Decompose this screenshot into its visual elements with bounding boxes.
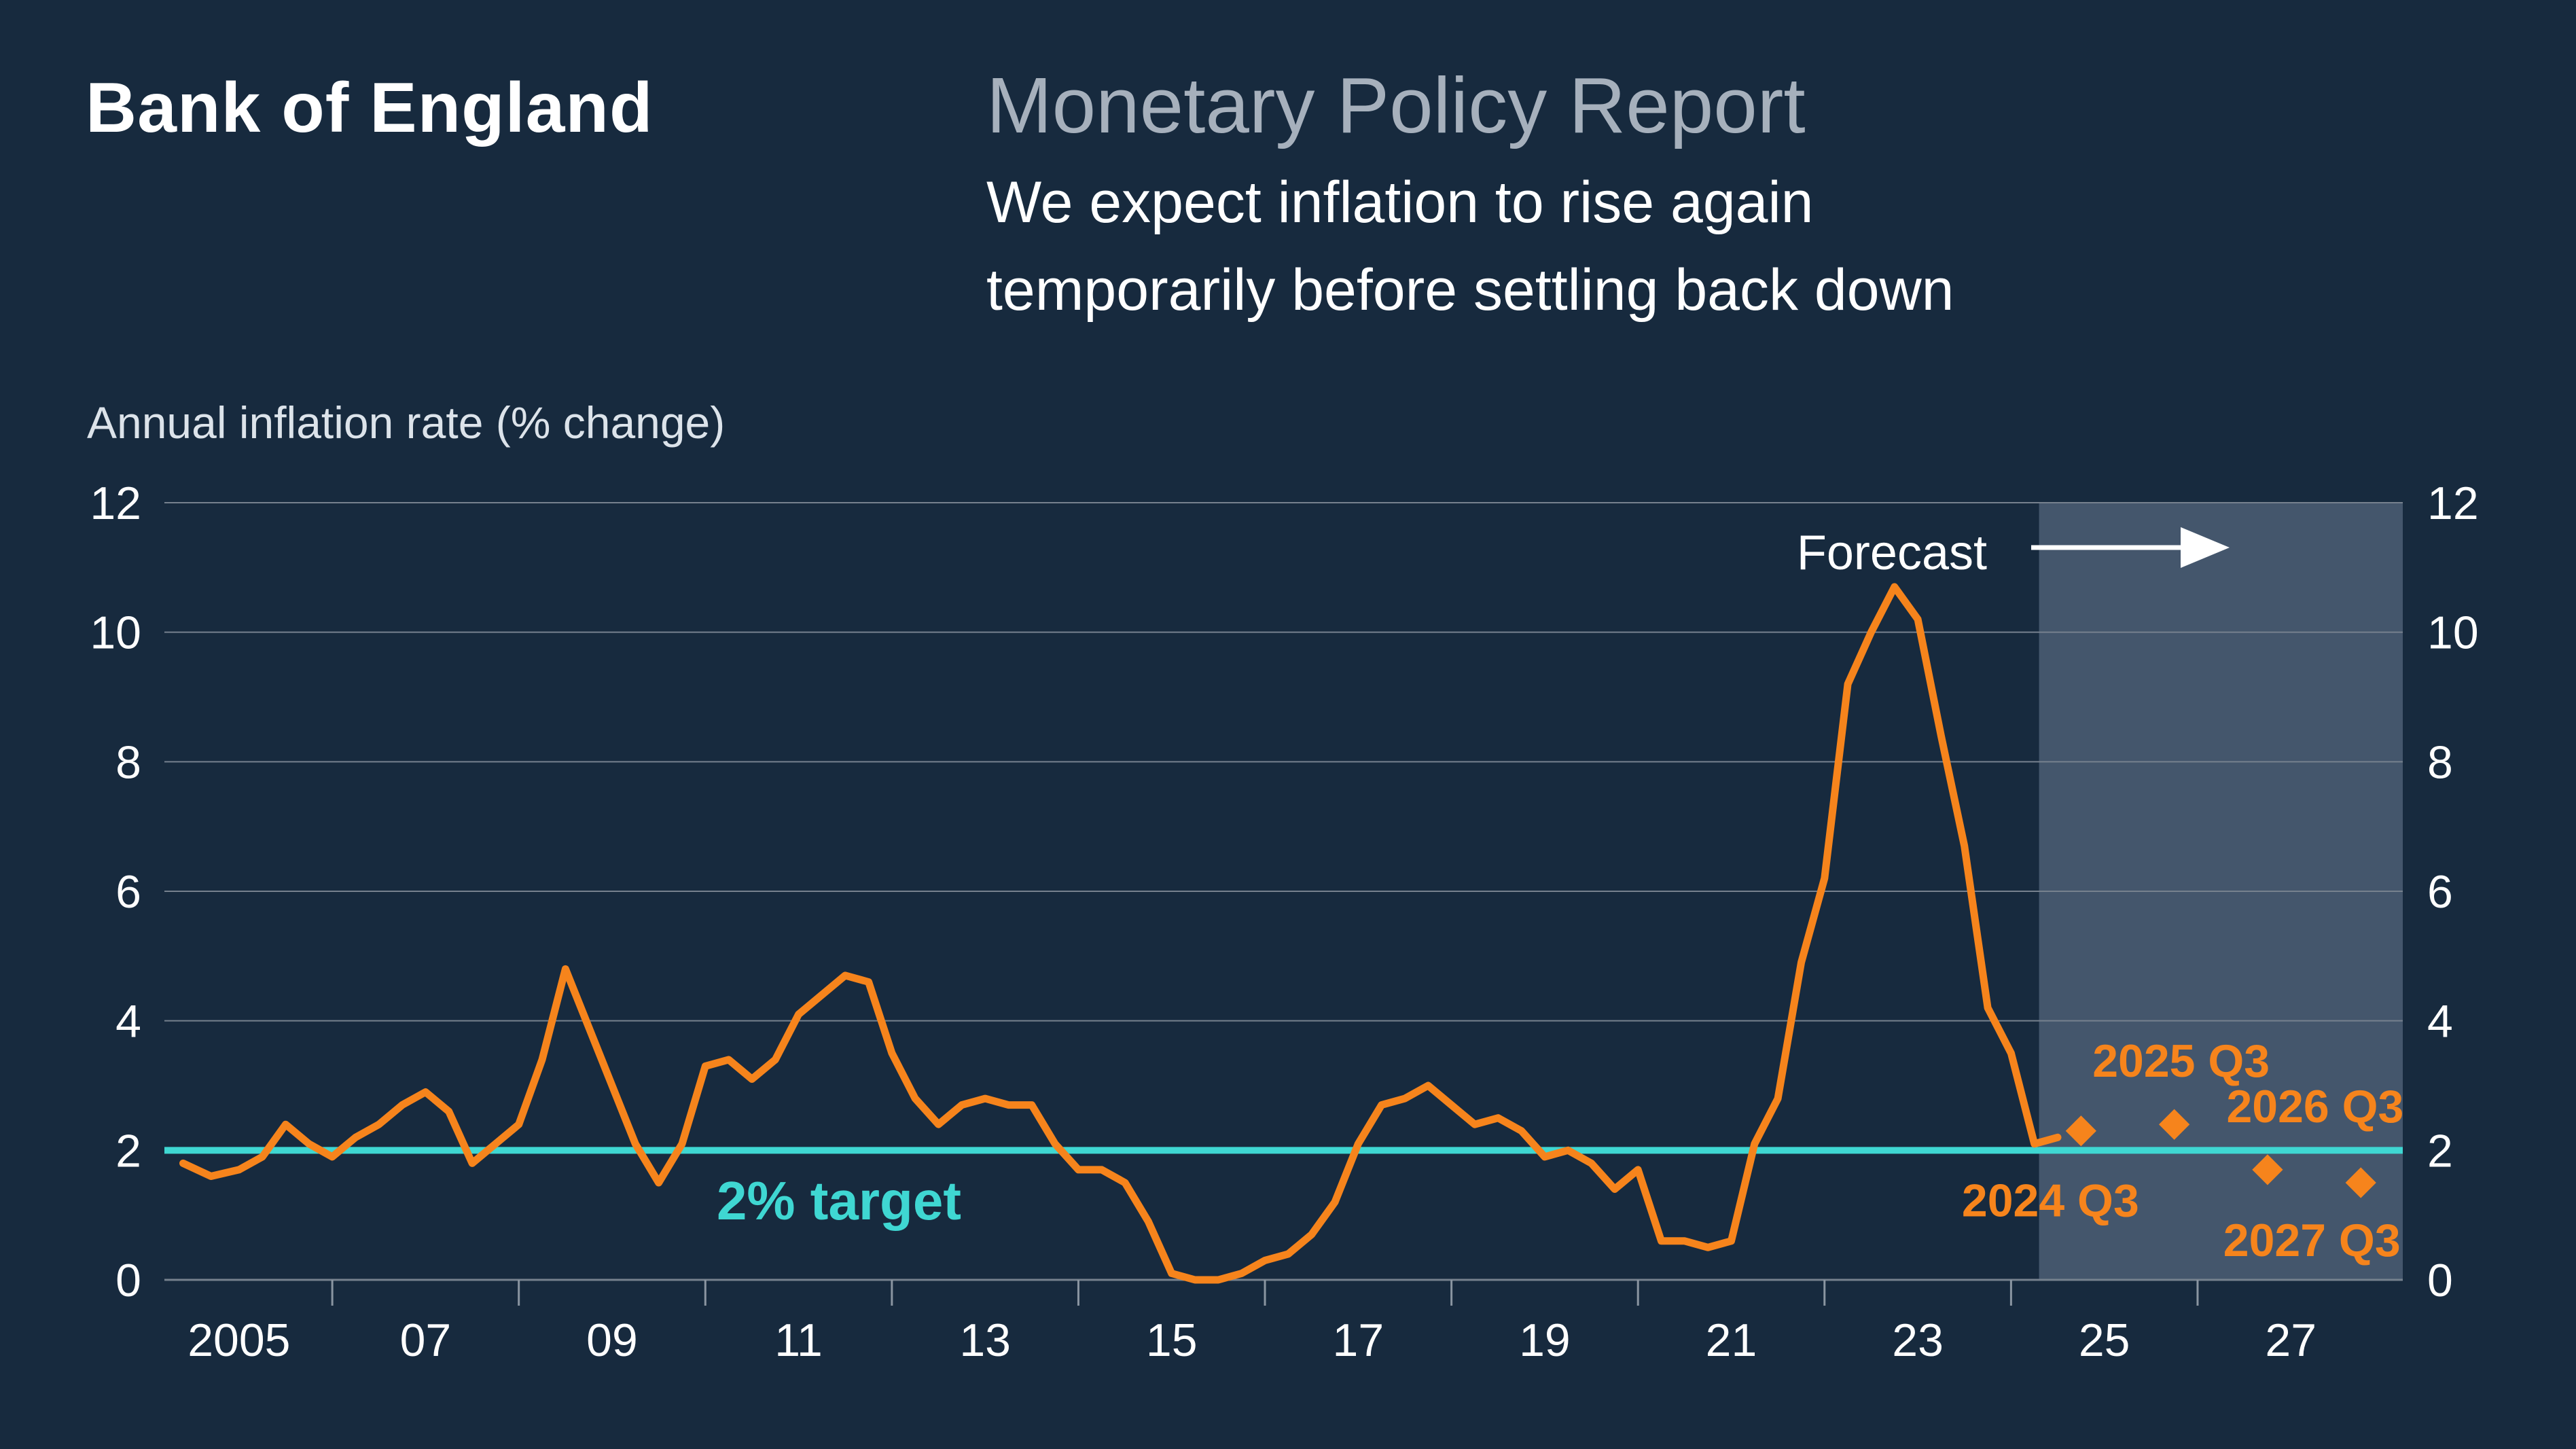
x-tick-label: 15 <box>1146 1314 1198 1366</box>
forecast-marker-diamond <box>2345 1167 2376 1198</box>
report-title: Monetary Policy Report <box>986 61 1806 149</box>
forecast-marker-diamond <box>2065 1115 2096 1147</box>
x-axis: 2005 07 09 11 13 15 17 19 21 23 25 27 <box>187 1280 2316 1366</box>
forecast-arrow-icon <box>2031 527 2230 568</box>
chart-headline-line2: temporarily before settling back down <box>986 257 1954 323</box>
x-tick-label: 17 <box>1333 1314 1384 1366</box>
y-tick-label-left: 0 <box>115 1255 141 1306</box>
y-tick-label-left: 10 <box>90 607 141 659</box>
y-tick-label-right: 2 <box>2427 1125 2453 1177</box>
x-tick-label: 27 <box>2265 1314 2316 1366</box>
y-tick-label-left: 2 <box>115 1125 141 1177</box>
x-tick-label: 21 <box>1706 1314 1757 1366</box>
forecast-marker-label: 2026 Q3 <box>2226 1081 2403 1132</box>
x-tick-label: 23 <box>1892 1314 1944 1366</box>
y-tick-label-right: 6 <box>2427 866 2453 918</box>
target-label: 2% target <box>717 1170 961 1231</box>
x-tick-label: 19 <box>1519 1314 1571 1366</box>
forecast-marker-label: 2024 Q3 <box>1962 1175 2139 1227</box>
x-tick-label: 07 <box>400 1314 452 1366</box>
forecast-label: Forecast <box>1797 526 1987 580</box>
x-tick-label: 09 <box>586 1314 638 1366</box>
y-tick-label-left: 8 <box>115 736 141 788</box>
x-tick-label: 11 <box>774 1314 823 1366</box>
forecast-marker-label: 2027 Q3 <box>2223 1215 2401 1266</box>
y-tick-label-right: 12 <box>2427 478 2479 529</box>
chart-headline: We expect inflation to rise again tempor… <box>986 159 1954 334</box>
y-tick-label-left: 12 <box>90 478 141 529</box>
forecast-marker-diamond <box>2159 1109 2190 1140</box>
y-tick-label-right: 0 <box>2427 1255 2453 1306</box>
y-tick-label-right: 10 <box>2427 607 2479 659</box>
chart-headline-line1: We expect inflation to rise again <box>986 170 1814 235</box>
y-axis-title: Annual inflation rate (% change) <box>87 397 726 448</box>
inflation-line <box>179 583 2062 1284</box>
y-tick-label-right: 8 <box>2427 736 2453 788</box>
y-tick-label-left: 6 <box>115 866 141 918</box>
x-tick-label: 13 <box>959 1314 1011 1366</box>
y-tick-label-left: 4 <box>115 996 141 1048</box>
y-tick-label-right: 4 <box>2427 996 2453 1048</box>
y-axis-labels: 0 0 2 2 4 4 6 6 8 8 10 10 12 12 <box>90 478 2478 1306</box>
x-tick-label: 2005 <box>187 1314 290 1366</box>
forecast-marker-diamond <box>2252 1154 2283 1185</box>
gridlines <box>164 502 2403 1281</box>
x-tick-label: 25 <box>2079 1314 2130 1366</box>
bank-of-england-logo: Bank of England <box>86 69 654 147</box>
forecast-marker-label: 2025 Q3 <box>2092 1035 2270 1087</box>
